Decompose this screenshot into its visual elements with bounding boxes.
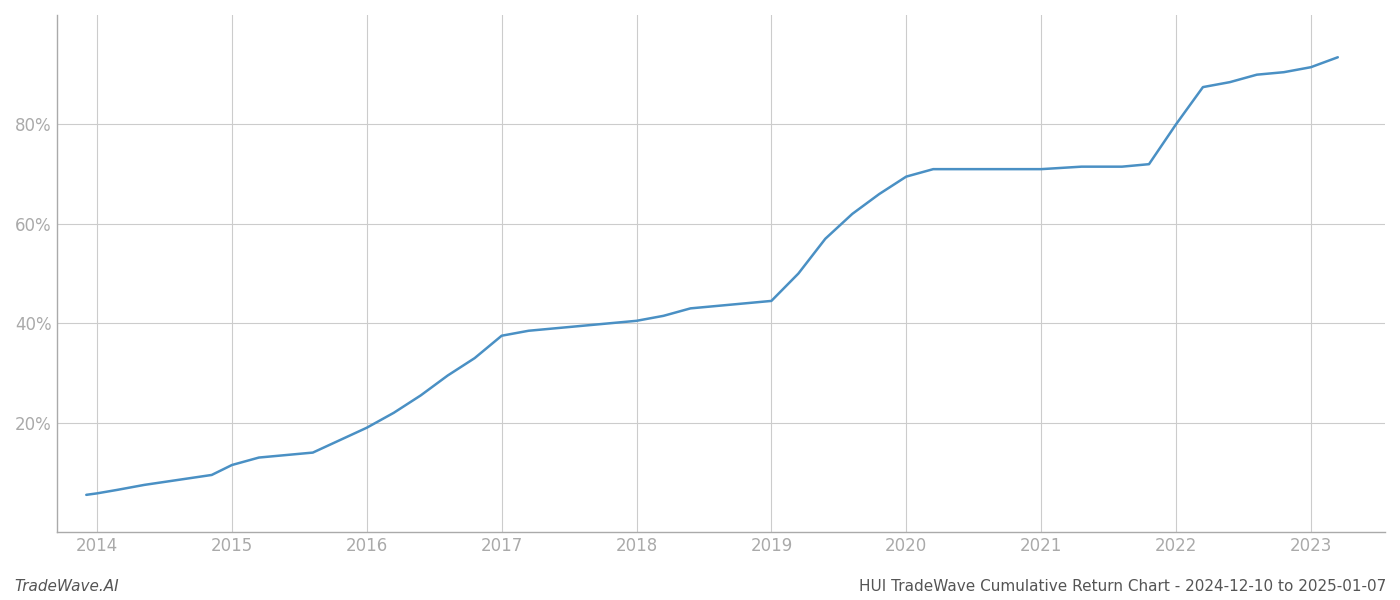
Text: TradeWave.AI: TradeWave.AI	[14, 579, 119, 594]
Text: HUI TradeWave Cumulative Return Chart - 2024-12-10 to 2025-01-07: HUI TradeWave Cumulative Return Chart - …	[858, 579, 1386, 594]
